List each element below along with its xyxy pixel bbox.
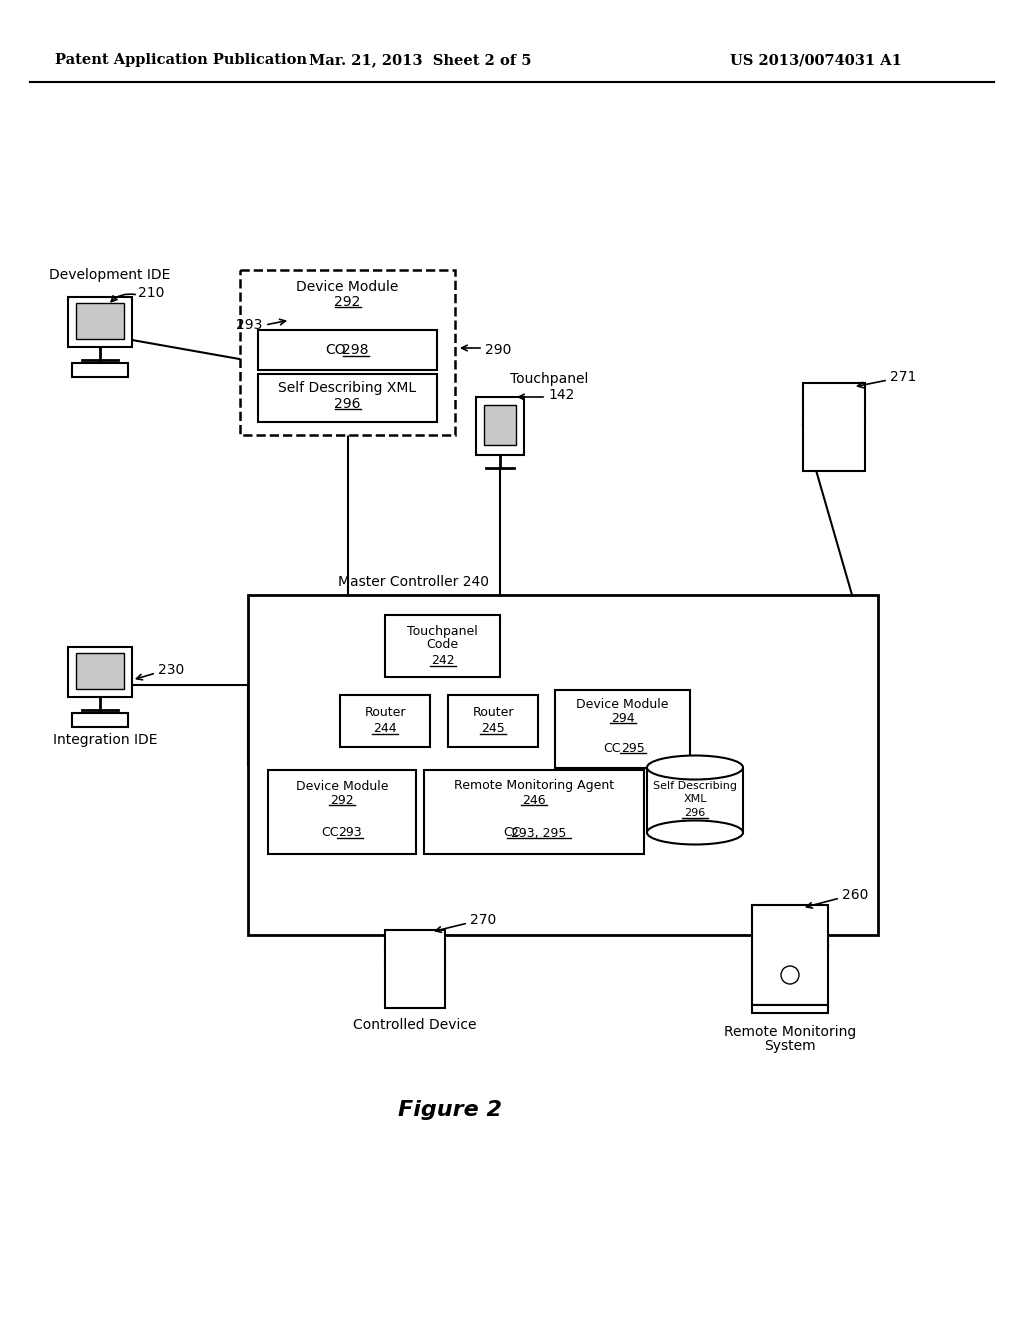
Text: 293, 295: 293, 295: [511, 826, 566, 840]
Bar: [258, 330, 437, 370]
Bar: [76, 653, 124, 689]
Text: 293: 293: [236, 318, 262, 333]
Text: Device Module: Device Module: [296, 280, 398, 294]
Bar: [248, 595, 878, 935]
Text: 230: 230: [158, 663, 184, 677]
Text: 296: 296: [334, 397, 360, 411]
Text: CO: CO: [326, 343, 346, 356]
Text: Router: Router: [472, 706, 514, 719]
Circle shape: [781, 966, 799, 983]
Text: 270: 270: [470, 913, 497, 927]
Bar: [385, 931, 445, 1008]
Text: Mar. 21, 2013  Sheet 2 of 5: Mar. 21, 2013 Sheet 2 of 5: [309, 53, 531, 67]
Text: System: System: [764, 1039, 816, 1053]
Text: Device Module: Device Module: [296, 780, 388, 792]
Text: 142: 142: [548, 388, 574, 403]
Bar: [484, 405, 516, 445]
Text: Touchpanel: Touchpanel: [408, 626, 478, 639]
Bar: [449, 696, 538, 747]
Text: CC: CC: [322, 826, 339, 840]
Text: Self Describing: Self Describing: [653, 781, 737, 791]
Text: 296: 296: [684, 808, 706, 818]
Text: Router: Router: [365, 706, 406, 719]
Bar: [752, 1005, 828, 1012]
Bar: [647, 767, 743, 833]
Text: Touchpanel: Touchpanel: [510, 372, 589, 385]
Text: 294: 294: [610, 711, 634, 725]
Text: XML: XML: [683, 795, 707, 804]
Text: 293: 293: [338, 826, 361, 840]
Bar: [424, 770, 644, 854]
Bar: [340, 696, 430, 747]
Text: 298: 298: [342, 343, 369, 356]
Text: Code: Code: [426, 639, 459, 652]
Bar: [385, 615, 500, 677]
Text: Remote Monitoring: Remote Monitoring: [724, 1026, 856, 1039]
Text: US 2013/0074031 A1: US 2013/0074031 A1: [730, 53, 902, 67]
Bar: [240, 271, 455, 436]
Bar: [72, 363, 128, 378]
Text: 290: 290: [485, 343, 511, 356]
Text: Development IDE: Development IDE: [49, 268, 171, 282]
Bar: [555, 690, 690, 768]
Text: 295: 295: [621, 742, 644, 755]
Bar: [76, 304, 124, 339]
Text: 210: 210: [138, 286, 165, 300]
Text: 260: 260: [842, 888, 868, 902]
Bar: [752, 906, 828, 1005]
Bar: [68, 647, 132, 697]
Bar: [258, 374, 437, 422]
Text: Self Describing XML: Self Describing XML: [279, 381, 417, 395]
Text: 292: 292: [334, 294, 360, 309]
Text: 245: 245: [481, 722, 505, 735]
Bar: [803, 383, 865, 471]
Text: Remote Monitoring Agent: Remote Monitoring Agent: [454, 780, 614, 792]
Text: Controlled Device: Controlled Device: [353, 1018, 477, 1032]
Text: 271: 271: [890, 370, 916, 384]
Bar: [72, 713, 128, 727]
Text: 292: 292: [330, 793, 354, 807]
Text: Figure 2: Figure 2: [398, 1100, 502, 1119]
Bar: [476, 397, 524, 455]
Ellipse shape: [647, 755, 743, 780]
Text: CC: CC: [604, 742, 622, 755]
Bar: [68, 297, 132, 347]
Text: CC: CC: [503, 826, 521, 840]
Text: 242: 242: [431, 655, 455, 668]
Text: Patent Application Publication: Patent Application Publication: [55, 53, 307, 67]
Text: Integration IDE: Integration IDE: [53, 733, 158, 747]
Ellipse shape: [647, 821, 743, 845]
Text: 244: 244: [373, 722, 397, 735]
Text: Device Module: Device Module: [577, 697, 669, 710]
Text: Master Controller 240: Master Controller 240: [338, 576, 489, 589]
Bar: [268, 770, 416, 854]
Text: 246: 246: [522, 793, 546, 807]
